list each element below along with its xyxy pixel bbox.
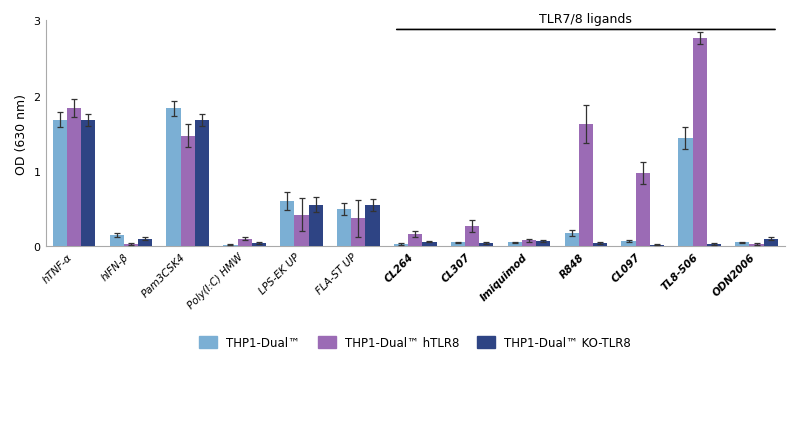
- Bar: [508, 243, 522, 247]
- Bar: [181, 136, 195, 247]
- Bar: [579, 125, 593, 247]
- Bar: [294, 215, 309, 247]
- Bar: [650, 245, 664, 247]
- Bar: [465, 226, 479, 247]
- Bar: [522, 241, 536, 247]
- Bar: [479, 244, 494, 247]
- Bar: [138, 239, 152, 247]
- Bar: [422, 242, 437, 247]
- Bar: [636, 174, 650, 247]
- Bar: [110, 235, 124, 247]
- Text: TLR7/8 ligands: TLR7/8 ligands: [539, 13, 632, 26]
- Bar: [53, 121, 67, 247]
- Bar: [693, 39, 706, 247]
- Bar: [622, 242, 636, 247]
- Bar: [195, 121, 209, 247]
- Bar: [451, 243, 465, 247]
- Bar: [124, 245, 138, 247]
- Bar: [394, 245, 408, 247]
- Bar: [67, 109, 81, 247]
- Bar: [408, 235, 422, 247]
- Bar: [81, 121, 95, 247]
- Bar: [337, 210, 351, 247]
- Bar: [565, 234, 579, 247]
- Bar: [238, 239, 252, 247]
- Bar: [706, 245, 721, 247]
- Bar: [252, 244, 266, 247]
- Bar: [366, 205, 380, 247]
- Bar: [166, 109, 181, 247]
- Bar: [536, 242, 550, 247]
- Bar: [223, 245, 238, 247]
- Legend: THP1-Dual™, THP1-Dual™ hTLR8, THP1-Dual™ KO-TLR8: THP1-Dual™, THP1-Dual™ hTLR8, THP1-Dual™…: [194, 331, 636, 354]
- Bar: [593, 244, 607, 247]
- Y-axis label: OD (630 nm): OD (630 nm): [15, 94, 28, 174]
- Bar: [280, 201, 294, 247]
- Bar: [678, 138, 693, 247]
- Bar: [309, 205, 323, 247]
- Bar: [764, 239, 778, 247]
- Bar: [735, 243, 750, 247]
- Bar: [750, 245, 764, 247]
- Bar: [351, 219, 366, 247]
